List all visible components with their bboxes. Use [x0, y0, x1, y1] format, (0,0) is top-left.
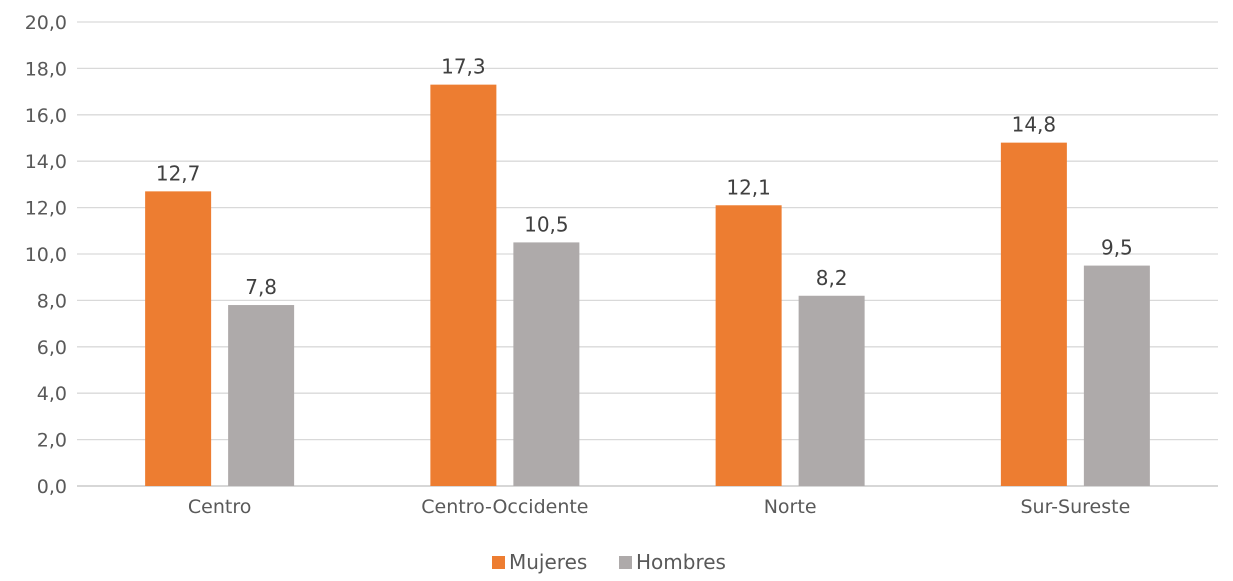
legend-swatch-hombres: [619, 556, 632, 569]
y-tick-label: 4,0: [37, 383, 67, 405]
bar-mujeres: [430, 84, 497, 486]
bar-hombres: [798, 295, 865, 486]
bar-mujeres: [145, 191, 212, 487]
data-label: 7,8: [245, 275, 277, 299]
y-axis: 0,0 2,0 4,0 6,0 8,0 10,0 12,0 14,0 16,0 18,0 20,0: [25, 12, 67, 498]
data-label: 14,8: [1012, 113, 1057, 137]
data-label: 8,2: [816, 266, 848, 290]
legend-label: Mujeres: [509, 550, 587, 574]
y-tick-label: 16,0: [25, 105, 67, 127]
bar-mujeres: [1000, 142, 1067, 486]
legend-swatch-mujeres: [492, 556, 505, 569]
y-tick-label: 14,0: [25, 151, 67, 173]
data-label: 12,1: [726, 175, 771, 199]
x-tick-label: Sur-Sureste: [1020, 496, 1130, 518]
x-tick-label: Centro: [188, 496, 251, 518]
y-tick-label: 12,0: [25, 198, 67, 220]
y-tick-label: 0,0: [37, 476, 67, 498]
bars: [145, 84, 1150, 487]
data-label: 17,3: [441, 55, 486, 79]
x-tick-label: Centro-Occidente: [421, 496, 588, 518]
legend-label: Hombres: [636, 550, 726, 574]
data-labels: 12,7 7,8 17,3 10,5 12,1 8,2 14,8 9,5: [156, 55, 1133, 299]
bar-hombres: [228, 305, 295, 486]
bar-hombres: [1083, 265, 1150, 486]
y-tick-label: 18,0: [25, 58, 67, 80]
legend: Mujeres Hombres: [492, 550, 726, 574]
y-tick-label: 8,0: [37, 290, 67, 312]
bar-hombres: [513, 242, 580, 486]
data-label: 12,7: [156, 161, 201, 185]
x-axis: Centro Centro-Occidente Norte Sur-Sureste: [188, 496, 1130, 518]
y-tick-label: 10,0: [25, 244, 67, 266]
data-label: 10,5: [524, 212, 569, 236]
y-tick-label: 6,0: [37, 337, 67, 359]
y-tick-label: 2,0: [37, 430, 67, 452]
bar-mujeres: [715, 205, 782, 486]
data-label: 9,5: [1101, 236, 1133, 260]
x-tick-label: Norte: [764, 496, 817, 518]
y-tick-label: 20,0: [25, 12, 67, 34]
